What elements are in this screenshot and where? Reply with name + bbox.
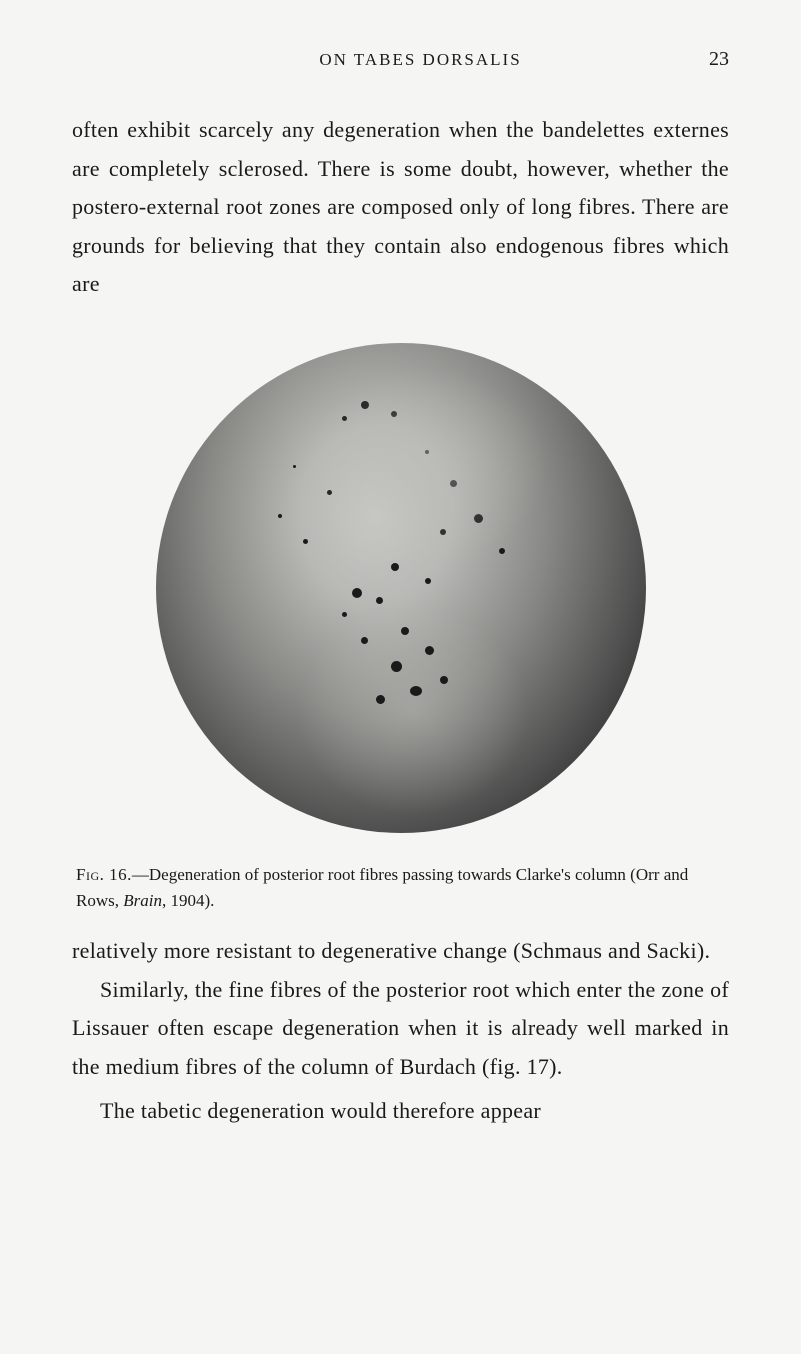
paragraph-similarly: Similarly, the fine fibres of the poster… [72,971,729,1087]
figure-16: Fig. 16.—Degeneration of posterior root … [72,328,729,915]
page-header: ON TABES DORSALIS 23 [72,48,729,71]
running-title: ON TABES DORSALIS [132,50,709,70]
figure-caption: Fig. 16.—Degeneration of posterior root … [72,862,729,915]
paragraph-intro: often exhibit scarcely any degeneration … [72,111,729,304]
paragraph-after-figure: relatively more resistant to degenerativ… [72,932,729,971]
page-number: 23 [709,48,729,71]
figure-caption-end: , 1904). [162,891,214,910]
figure-image-microscopy [141,328,661,848]
figure-label: Fig. 16. [76,865,132,884]
paragraph-tabetic: The tabetic degeneration would therefore… [72,1092,729,1131]
figure-caption-italic: Brain [123,891,162,910]
microscopy-circle [156,343,646,833]
